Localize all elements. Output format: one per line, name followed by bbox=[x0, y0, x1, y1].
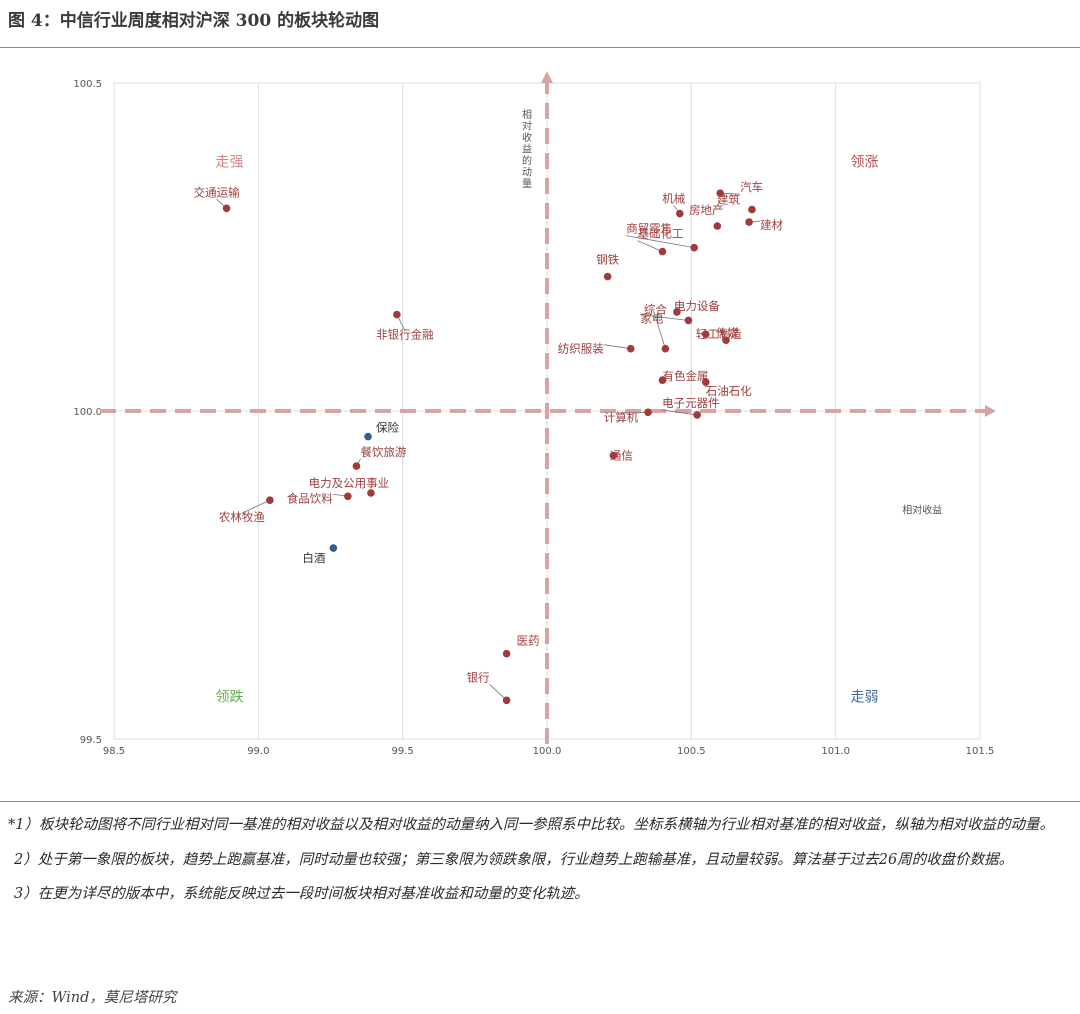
leader-line bbox=[603, 344, 631, 350]
data-point-label: 钢铁 bbox=[596, 253, 619, 267]
data-point bbox=[745, 218, 753, 226]
data-point-label: 传媒 bbox=[716, 326, 739, 340]
data-point bbox=[502, 649, 511, 658]
x-tick-label: 100.0 bbox=[533, 746, 562, 757]
data-point-label: 非银行金融 bbox=[376, 328, 434, 342]
x-tick-label: 101.5 bbox=[966, 746, 995, 757]
data-point bbox=[658, 247, 667, 256]
data-point bbox=[609, 451, 618, 460]
data-point-label: 建筑 bbox=[717, 193, 740, 207]
quadrant-label: 走弱 bbox=[851, 689, 879, 705]
horizontal-axis-arrow bbox=[985, 405, 996, 417]
data-point bbox=[713, 222, 722, 230]
data-point bbox=[690, 243, 699, 252]
data-point bbox=[701, 378, 710, 386]
data-point-label: 电子元器件 bbox=[662, 396, 720, 410]
data-point-label: 通信 bbox=[610, 449, 633, 463]
leader-line bbox=[662, 409, 698, 416]
data-point bbox=[658, 376, 667, 384]
y-tick-label: 100.0 bbox=[73, 407, 102, 418]
leader-line bbox=[489, 684, 507, 701]
y-tick-label: 100.5 bbox=[73, 79, 102, 90]
data-point-label: 食品饮料 bbox=[287, 491, 333, 505]
data-point bbox=[222, 204, 231, 213]
data-point bbox=[367, 489, 375, 497]
quadrant-label: 领跌 bbox=[215, 689, 243, 705]
data-point-label: 农林牧渔 bbox=[219, 510, 265, 524]
axes: 98.5 99.0 99.5 100.0 100.5 101.0 101.5 99.5 100.… bbox=[73, 71, 996, 757]
data-point-label: 石油石化 bbox=[706, 384, 752, 398]
data-point bbox=[344, 492, 352, 501]
y-axis-title: 相对收益的动量 bbox=[522, 108, 532, 190]
data-point bbox=[502, 696, 511, 705]
data-point-label: 房地产 bbox=[689, 203, 724, 217]
data-point bbox=[693, 411, 701, 419]
quadrant-label: 领涨 bbox=[851, 155, 879, 171]
data-point bbox=[364, 432, 372, 441]
source-line: 来源：Wind，莫尼塔研究 bbox=[8, 990, 177, 1006]
chart-bottom-rule bbox=[0, 801, 1080, 802]
data-point-label: 汽车 bbox=[740, 180, 763, 194]
rotation-chart: 98.5 99.0 99.5 100.0 100.5 101.0 101.5 99.5 100.… bbox=[73, 71, 996, 757]
data-point-label: 餐饮旅游 bbox=[360, 445, 406, 459]
data-point-label: 银行 bbox=[467, 670, 490, 684]
data-point-label: 建材 bbox=[760, 218, 783, 232]
x-tick-label: 98.5 bbox=[103, 746, 125, 757]
data-point bbox=[266, 496, 274, 505]
note-1: *1）板块轮动图将不同行业相对同一基准的相对收益以及相对收益的动量纳入同一参照系… bbox=[8, 817, 1054, 833]
data-point bbox=[352, 462, 361, 470]
leader-line bbox=[640, 314, 689, 321]
figure-title: 图 4：中信行业周度相对沪深 300 的板块轮动图 bbox=[8, 11, 380, 31]
footnotes: *1）板块轮动图将不同行业相对同一基准的相对收益以及相对收益的动量纳入同一参照系… bbox=[8, 808, 1074, 912]
data-point-label: 计算机 bbox=[604, 410, 639, 424]
data-point bbox=[722, 336, 730, 344]
leader-line bbox=[241, 499, 271, 514]
data-point-label: 轻工制造 bbox=[696, 327, 742, 341]
data-point bbox=[329, 544, 338, 552]
data-point-label: 综合 bbox=[644, 303, 667, 317]
data-point bbox=[673, 308, 681, 316]
data-point-label: 保险 bbox=[376, 421, 399, 435]
data-point bbox=[661, 344, 670, 353]
leader-line bbox=[637, 240, 663, 252]
data-point bbox=[684, 316, 693, 325]
quadrant-label: 走强 bbox=[215, 155, 243, 171]
data-point-label: 商贸零售 bbox=[626, 222, 672, 236]
data-point-label: 机械 bbox=[662, 192, 685, 206]
data-point bbox=[701, 330, 710, 339]
x-tick-label: 99.5 bbox=[392, 746, 414, 757]
data-point-label: 有色金属 bbox=[662, 369, 708, 383]
x-tick-label: 100.5 bbox=[677, 746, 706, 757]
data-point-label: 医药 bbox=[517, 634, 540, 648]
title-rule bbox=[0, 47, 1080, 48]
leader-line bbox=[654, 316, 666, 349]
x-tick-label: 101.0 bbox=[821, 746, 850, 757]
y-tick-label: 99.5 bbox=[80, 735, 102, 746]
data-point-label: 纺织服装 bbox=[558, 342, 604, 356]
data-point-label: 交通运输 bbox=[194, 185, 240, 199]
x-axis-title: 相对收益 bbox=[902, 503, 942, 516]
note-2: 2）处于第一象限的板块，趋势上跑赢基准，同时动量也较强；第三象限为领跌象限，行业… bbox=[14, 851, 1014, 868]
data-point bbox=[716, 189, 724, 198]
data-point-label: 白酒 bbox=[302, 551, 325, 565]
data-point bbox=[603, 272, 612, 281]
data-point-label: 电力设备 bbox=[674, 299, 720, 313]
note-3: 3）在更为详尽的版本中，系统能反映过去一段时间板块相对基准收益和动量的变化轨迹。 bbox=[14, 886, 589, 902]
data-point bbox=[393, 310, 401, 319]
leader-line bbox=[626, 235, 695, 249]
leader-line bbox=[621, 411, 649, 414]
vertical-axis-arrow bbox=[541, 71, 553, 83]
data-point-label: 电力及公用事业 bbox=[309, 476, 390, 490]
data-point-label: 基础化工 bbox=[637, 227, 683, 241]
data-point bbox=[675, 209, 684, 218]
data-point bbox=[748, 205, 756, 214]
data-point-label: 家电 bbox=[640, 311, 663, 325]
x-tick-label: 99.0 bbox=[247, 746, 269, 757]
data-point bbox=[644, 408, 652, 417]
data-point bbox=[626, 344, 635, 353]
